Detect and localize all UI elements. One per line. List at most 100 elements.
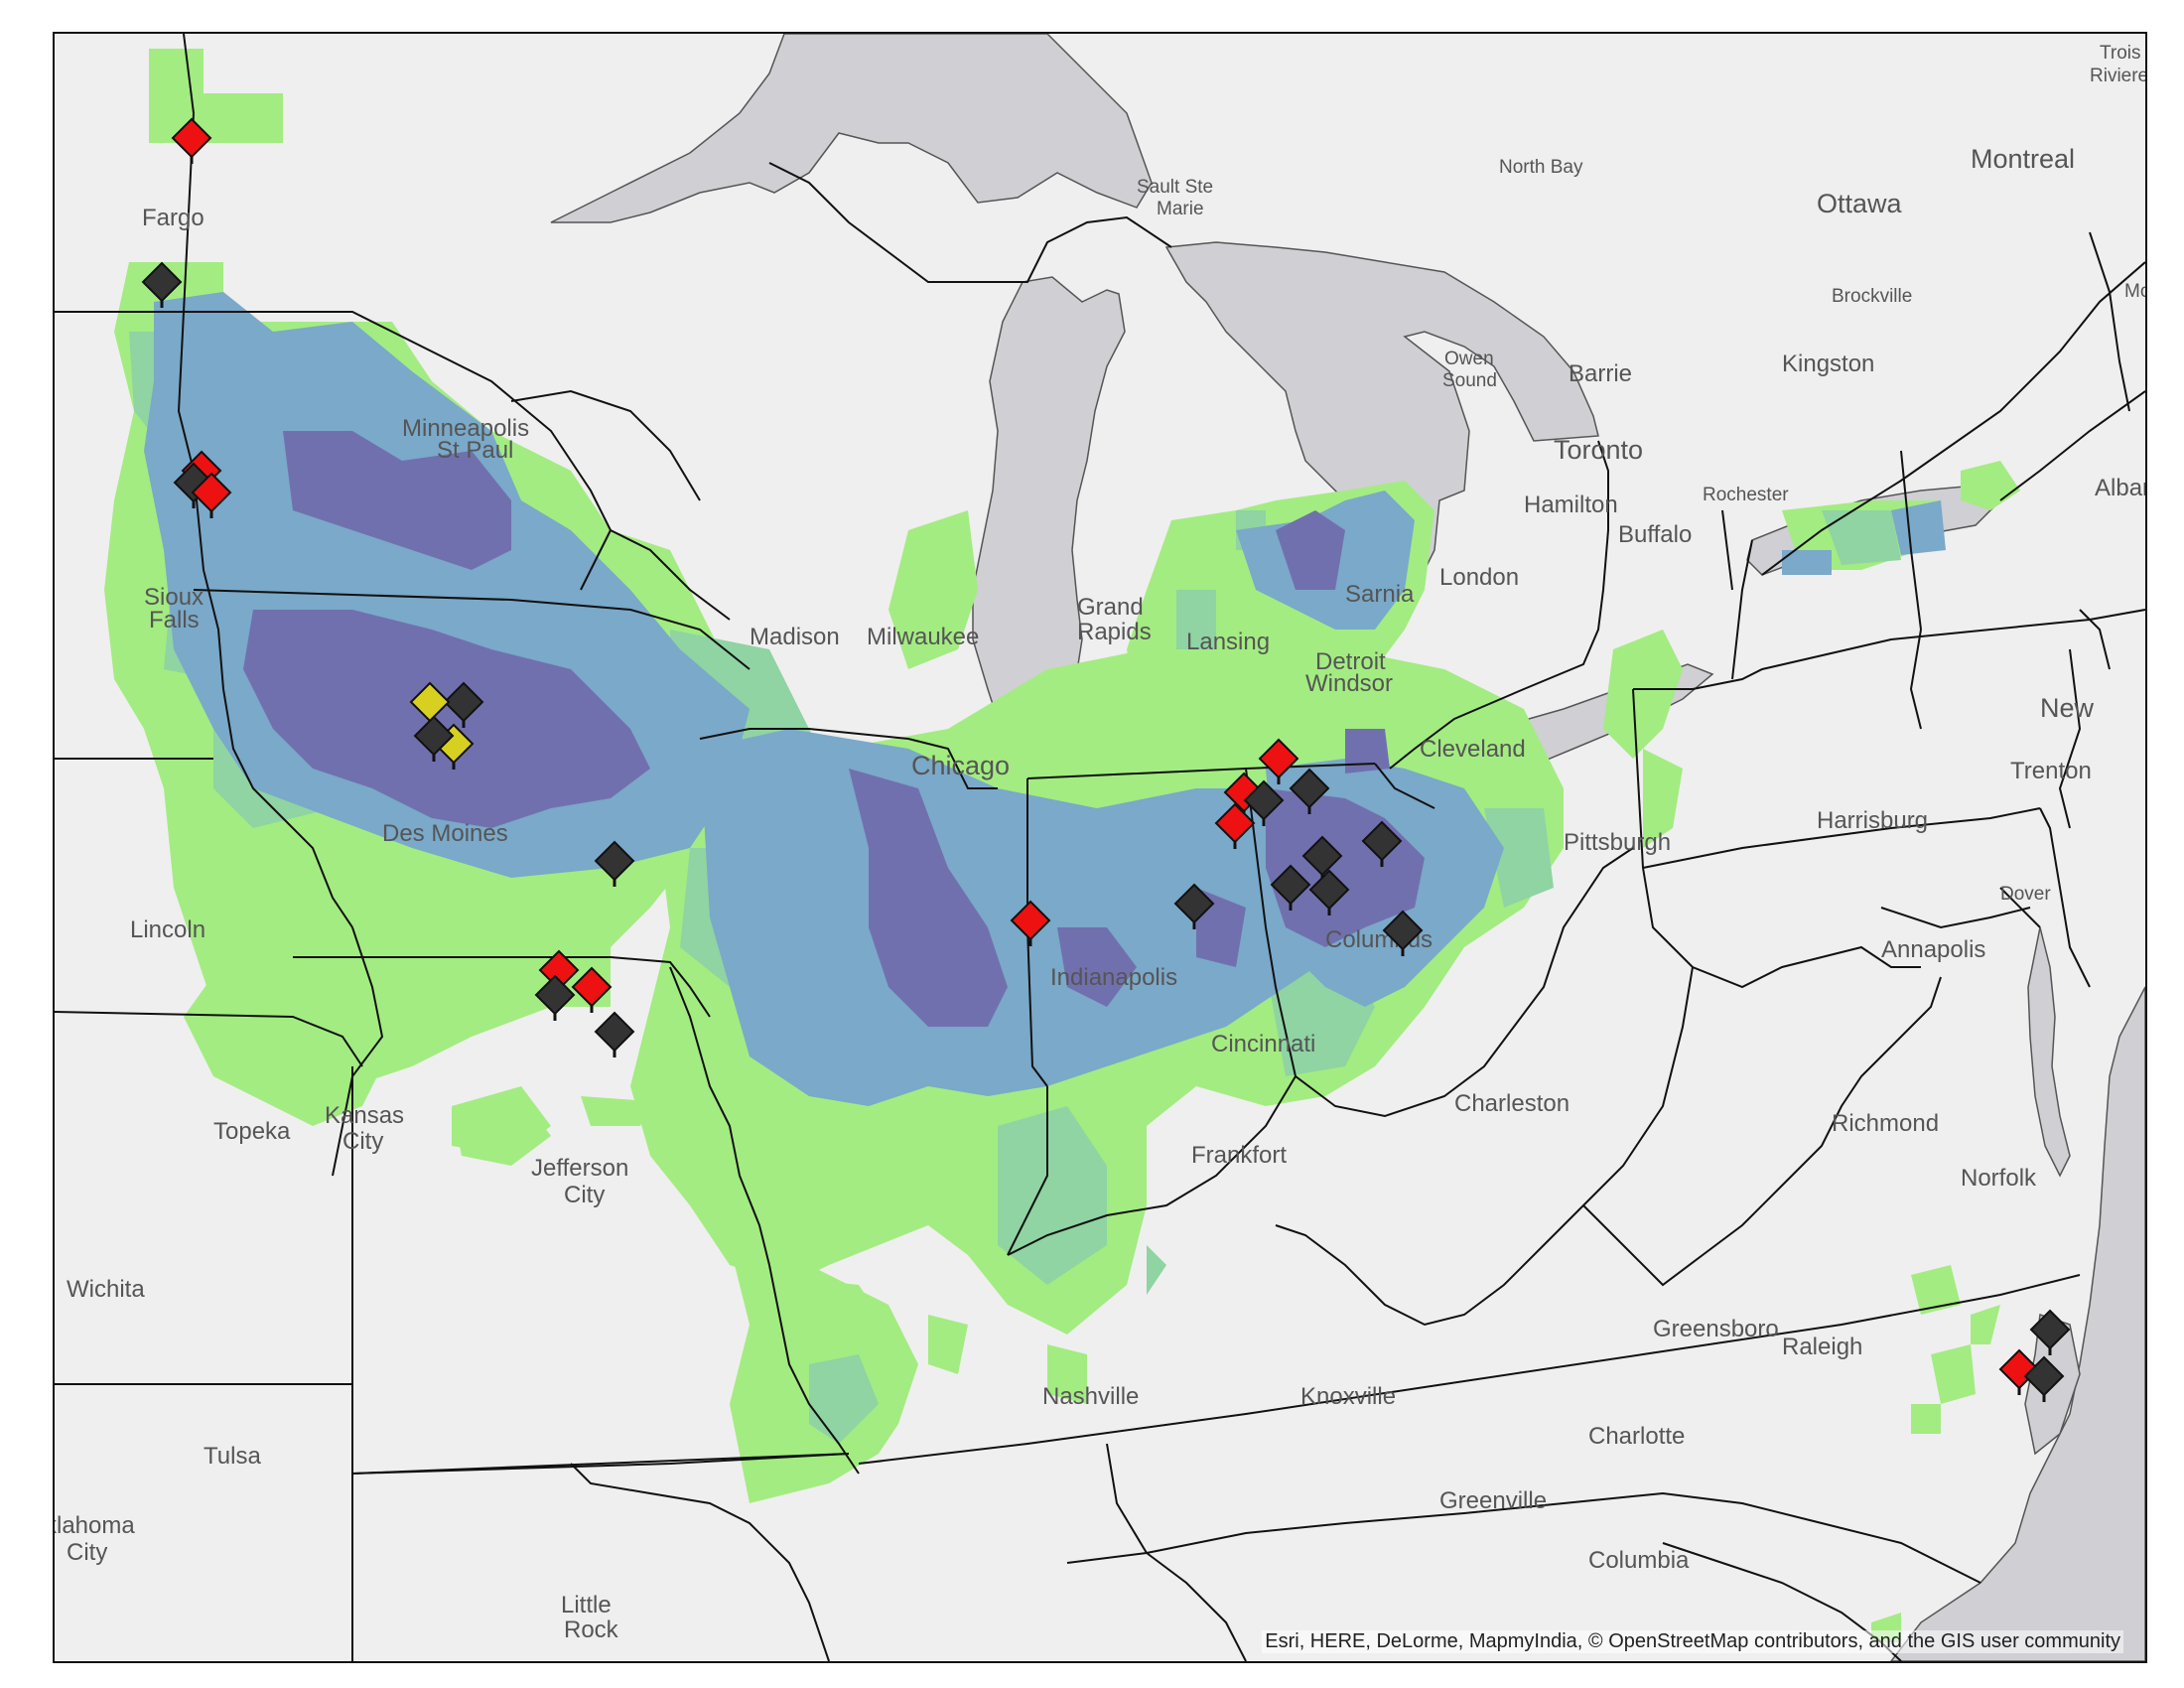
marker-diamond-icon xyxy=(1270,864,1311,906)
city-label[interactable]: Des Moines xyxy=(382,820,508,847)
city-label[interactable]: Sarnia xyxy=(1345,581,1415,608)
city-label[interactable]: Fargo xyxy=(142,205,205,231)
city-label[interactable]: Charlotte xyxy=(1588,1423,1685,1450)
city-label[interactable]: Nashville xyxy=(1042,1383,1139,1410)
city-label[interactable]: Mo xyxy=(2124,281,2145,302)
city-label[interactable]: Brockville xyxy=(1832,286,1912,307)
marker-diamond-icon xyxy=(534,974,576,1016)
city-label[interactable]: Cleveland xyxy=(1420,736,1526,763)
site-marker-black[interactable] xyxy=(2029,1309,2071,1355)
site-marker-black[interactable] xyxy=(1301,835,1343,882)
boundary-lines xyxy=(55,34,2145,1661)
city-label[interactable]: New xyxy=(2040,693,2095,723)
city-label[interactable]: Trois xyxy=(2100,43,2141,64)
city-label[interactable]: Tulsa xyxy=(204,1443,261,1470)
city-label[interactable]: Norfolk xyxy=(1961,1165,2037,1192)
city-label[interactable]: Windsor xyxy=(1305,670,1393,697)
city-label[interactable]: Falls xyxy=(149,607,200,633)
city-label[interactable]: Kansas xyxy=(325,1102,404,1129)
marker-diamond-icon xyxy=(443,681,484,723)
city-label[interactable]: Toronto xyxy=(1554,435,1643,465)
city-label[interactable]: North Bay xyxy=(1499,157,1583,178)
site-marker-red[interactable] xyxy=(171,117,212,164)
city-label[interactable]: City xyxy=(564,1182,605,1208)
site-marker-black[interactable] xyxy=(594,1011,635,1057)
site-marker-black[interactable] xyxy=(1382,910,1424,956)
marker-diamond-icon xyxy=(191,472,232,513)
site-marker-black[interactable] xyxy=(1289,768,1330,814)
city-label[interactable]: Indianapolis xyxy=(1050,964,1177,991)
site-marker-black[interactable] xyxy=(443,681,484,728)
site-marker-red[interactable] xyxy=(1214,802,1256,849)
city-label[interactable]: Chicago xyxy=(911,751,1010,780)
site-marker-black[interactable] xyxy=(413,715,455,762)
city-label[interactable]: Trenton xyxy=(2010,758,2092,784)
choropleth-layer xyxy=(104,49,2020,1642)
site-marker-red[interactable] xyxy=(1258,738,1299,784)
city-label[interactable]: Hamilton xyxy=(1524,492,1618,518)
site-marker-black[interactable] xyxy=(1361,820,1403,867)
site-marker-black[interactable] xyxy=(1270,864,1311,911)
city-label[interactable]: Harrisburg xyxy=(1817,807,1928,834)
city-label[interactable]: Albany xyxy=(2095,475,2145,501)
city-label[interactable]: Sound xyxy=(1442,370,1497,391)
city-label[interactable]: Marie xyxy=(1157,199,1204,219)
city-label[interactable]: Knoxville xyxy=(1300,1383,1396,1410)
map-canvas[interactable]: Fargo Minneapolis St Paul Sioux Falls De… xyxy=(55,34,2145,1661)
city-label[interactable]: Sioux xyxy=(144,584,204,611)
city-label[interactable]: Rock xyxy=(564,1617,619,1643)
city-label[interactable]: Wichita xyxy=(67,1276,145,1303)
site-marker-black[interactable] xyxy=(2023,1355,2065,1402)
site-marker-black[interactable] xyxy=(141,261,183,308)
site-marker-black[interactable] xyxy=(594,840,635,887)
city-label[interactable]: Grand xyxy=(1077,594,1144,621)
city-label[interactable]: London xyxy=(1439,564,1519,591)
city-label[interactable]: Columbia xyxy=(1588,1547,1690,1574)
city-label[interactable]: Greensboro xyxy=(1653,1316,1779,1342)
map-frame[interactable]: Fargo Minneapolis St Paul Sioux Falls De… xyxy=(53,32,2147,1663)
city-label[interactable]: Milwaukee xyxy=(867,624,979,650)
site-marker-red[interactable] xyxy=(191,472,232,518)
city-label[interactable]: City xyxy=(67,1539,107,1566)
city-label[interactable]: Lincoln xyxy=(130,916,205,943)
city-label[interactable]: Pittsburgh xyxy=(1564,829,1671,856)
city-label[interactable]: Annapolis xyxy=(1881,936,1985,963)
city-label[interactable]: Minneapolis xyxy=(402,415,529,442)
city-label[interactable]: Sault Ste xyxy=(1137,177,1213,198)
city-label[interactable]: Madison xyxy=(750,624,840,650)
city-label[interactable]: Cincinnati xyxy=(1211,1031,1315,1057)
map-attribution: Esri, HERE, DeLorme, MapmyIndia, © OpenS… xyxy=(1262,1630,2123,1653)
city-label[interactable]: Buffalo xyxy=(1618,521,1692,548)
city-label[interactable]: Ottawa xyxy=(1817,189,1903,218)
city-label[interactable]: Richmond xyxy=(1832,1110,1939,1137)
city-label[interactable]: Barrie xyxy=(1569,360,1632,387)
site-marker-black[interactable] xyxy=(1243,779,1285,826)
city-label[interactable]: Lansing xyxy=(1186,629,1270,655)
city-label[interactable]: City xyxy=(342,1128,383,1155)
site-marker-red[interactable] xyxy=(571,966,613,1013)
city-label[interactable]: Greenville xyxy=(1439,1487,1547,1514)
city-label[interactable]: Kingston xyxy=(1782,351,1874,377)
site-marker-black[interactable] xyxy=(534,974,576,1021)
city-label[interactable]: Detroit xyxy=(1315,648,1386,675)
city-label[interactable]: Montreal xyxy=(1971,144,2075,174)
city-label[interactable]: St Paul xyxy=(437,437,513,464)
city-label[interactable]: Jefferson xyxy=(531,1155,628,1182)
city-label[interactable]: Riviere xyxy=(2090,66,2145,86)
marker-diamond-icon xyxy=(141,261,183,303)
site-marker-black[interactable] xyxy=(1173,883,1215,929)
city-label[interactable]: klahoma xyxy=(55,1512,135,1539)
city-label[interactable]: Frankfort xyxy=(1191,1142,1287,1169)
city-label[interactable]: Charleston xyxy=(1454,1090,1570,1117)
city-label[interactable]: Rochester xyxy=(1703,485,1789,505)
city-label[interactable]: Topeka xyxy=(213,1118,291,1145)
chesapeake-bay xyxy=(2027,926,2071,1178)
city-label[interactable]: Rapids xyxy=(1077,619,1152,645)
site-marker-black[interactable] xyxy=(1308,869,1350,915)
site-marker-red[interactable] xyxy=(1010,900,1051,946)
city-label[interactable]: Owen xyxy=(1444,349,1494,369)
city-label[interactable]: Dover xyxy=(2000,884,2051,905)
city-label[interactable]: Raleigh xyxy=(1782,1334,1862,1360)
marker-diamond-icon xyxy=(1243,779,1285,821)
city-label[interactable]: Little xyxy=(561,1592,612,1618)
